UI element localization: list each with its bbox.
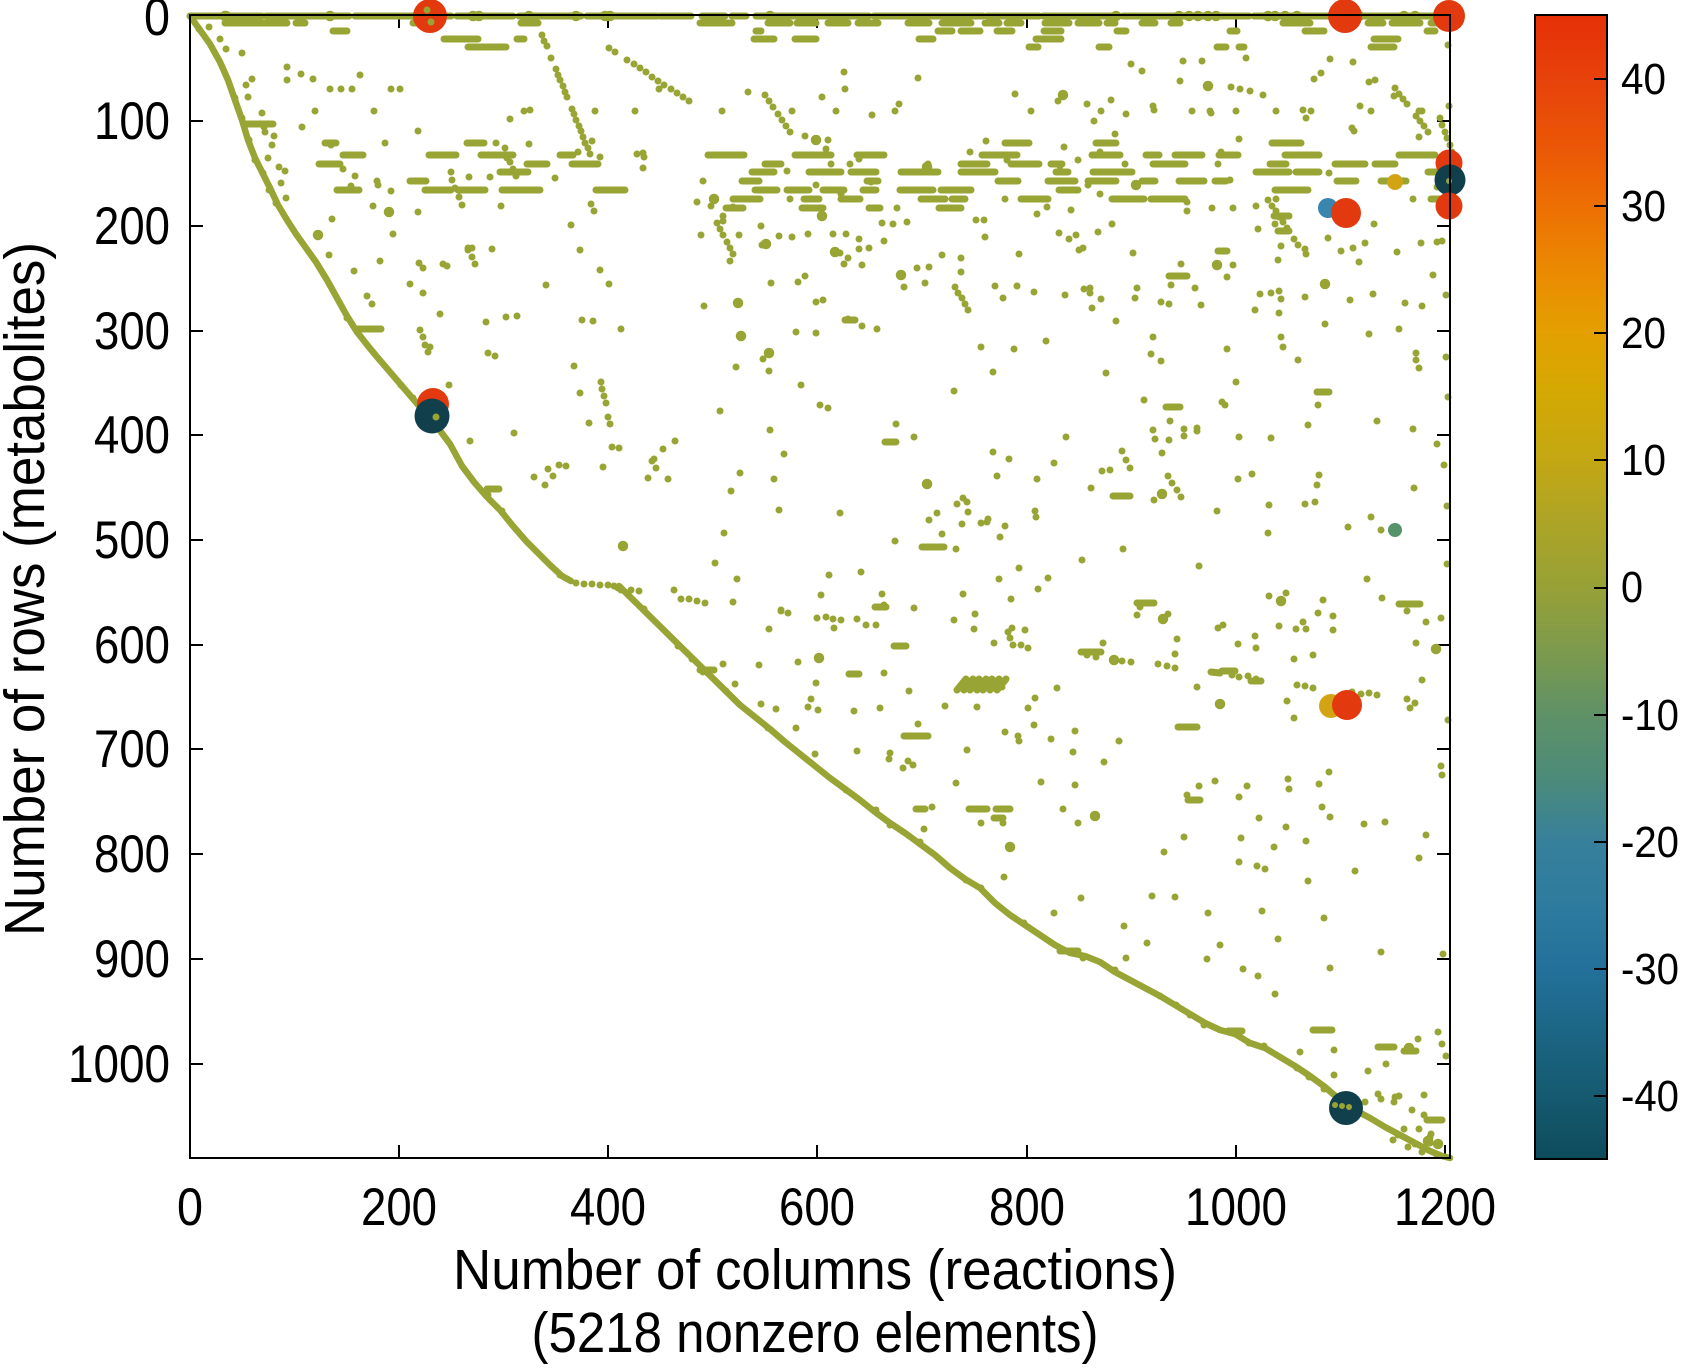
svg-text:(5218 nonzero elements): (5218 nonzero elements) [532,1301,1099,1365]
svg-text:600: 600 [779,1178,855,1237]
svg-text:-30: -30 [1621,945,1679,994]
svg-text:400: 400 [570,1178,646,1237]
svg-text:300: 300 [94,302,170,361]
svg-text:30: 30 [1621,182,1666,231]
svg-text:-10: -10 [1621,691,1679,740]
svg-text:10: 10 [1621,436,1666,485]
svg-text:0: 0 [1621,563,1643,612]
svg-text:900: 900 [94,930,170,989]
svg-text:1000: 1000 [68,1035,170,1094]
svg-text:800: 800 [989,1178,1065,1237]
svg-text:20: 20 [1621,309,1666,358]
svg-text:200: 200 [94,197,170,256]
svg-text:200: 200 [361,1178,437,1237]
svg-text:-20: -20 [1621,818,1679,867]
svg-text:700: 700 [94,720,170,779]
svg-text:400: 400 [94,406,170,465]
svg-text:0: 0 [177,1178,203,1237]
svg-text:Number of rows (metabolites): Number of rows (metabolites) [0,242,57,936]
svg-text:0: 0 [144,0,170,47]
svg-text:600: 600 [94,616,170,675]
svg-text:40: 40 [1621,55,1666,104]
svg-text:800: 800 [94,825,170,884]
svg-text:1200: 1200 [1394,1178,1496,1237]
svg-text:100: 100 [94,92,170,151]
svg-text:1000: 1000 [1185,1178,1287,1237]
svg-text:-40: -40 [1621,1072,1679,1121]
svg-text:500: 500 [94,511,170,570]
svg-text:Number of columns (reactions): Number of columns (reactions) [453,1238,1177,1302]
